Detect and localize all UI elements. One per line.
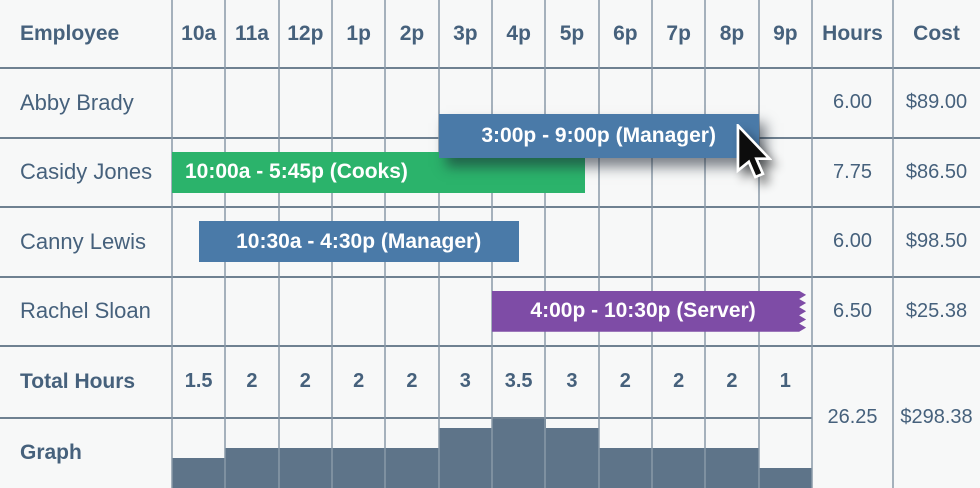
shift-canny-manager[interactable]: 10:30a - 4:30p (Manager): [198, 221, 519, 263]
total-hours-value: 3: [459, 370, 471, 393]
header-time-3p: 3p: [453, 22, 478, 45]
column-divider: [544, 0, 547, 488]
header-time-4p: 4p: [506, 22, 531, 45]
header-time-8p: 8p: [719, 22, 745, 45]
total-hours-value: 1.5: [184, 370, 213, 393]
total-hours-value: 2: [619, 370, 631, 393]
total-hours-value: 2: [673, 370, 685, 393]
schedule-cell[interactable]: [225, 68, 278, 138]
graph-bar-11a: [225, 448, 280, 488]
column-divider: [811, 0, 813, 488]
employee-name: Canny Lewis: [20, 228, 146, 254]
schedule-cell[interactable]: [385, 277, 438, 347]
schedule-cell[interactable]: [385, 68, 438, 138]
schedule-cell[interactable]: [705, 207, 758, 277]
total-hours-value: 2: [246, 370, 258, 393]
header-time-6p: 6p: [613, 22, 638, 45]
header-time-11a: 11a: [235, 22, 269, 45]
header-time-9p: 9p: [773, 22, 798, 45]
graph-bar-2p: [385, 448, 440, 488]
graph-bar-9p: [758, 468, 813, 488]
graph-bar-12p: [278, 448, 333, 488]
schedule-cell[interactable]: [225, 277, 278, 347]
column-divider: [651, 0, 653, 488]
header-cost: Cost: [913, 22, 960, 45]
employee-hours: 6.00: [833, 230, 872, 253]
header-time-7p: 7p: [666, 22, 691, 45]
graph-bar-7p: [652, 448, 706, 488]
total-hours-row-label: Total Hours: [20, 369, 136, 393]
shift-abby-manager[interactable]: 3:00p - 9:00p (Manager): [438, 114, 759, 158]
graph-row-label: Graph: [20, 440, 82, 464]
grand-total-hours: 26.25: [827, 405, 878, 428]
total-hours-value: 1: [779, 370, 791, 393]
employee-cost: $89.00: [905, 91, 968, 114]
schedule-cell[interactable]: [652, 207, 705, 277]
column-divider: [704, 0, 707, 488]
employee-name: Abby Brady: [20, 89, 134, 115]
header-hours: Hours: [822, 22, 883, 45]
shift-rachel-server[interactable]: 4:00p - 10:30p (Server): [492, 291, 806, 332]
schedule-cell[interactable]: [545, 207, 598, 277]
schedule-cell[interactable]: [279, 277, 332, 347]
employee-hours: 6.00: [833, 91, 872, 114]
total-hours-value: 2: [299, 370, 311, 393]
total-hours-value: 3.5: [504, 370, 533, 393]
total-hours-value: 2: [353, 370, 365, 393]
schedule-cell[interactable]: [599, 207, 652, 277]
employee-name: Casidy Jones: [20, 159, 153, 185]
header-time-10a: 10a: [181, 22, 217, 45]
employee-cost: $25.38: [905, 299, 968, 322]
row-divider: [0, 67, 980, 69]
schedule-cell[interactable]: [332, 68, 385, 138]
graph-bar-5p: [545, 428, 600, 488]
schedule-cell[interactable]: [172, 277, 225, 347]
row-divider: [0, 416, 812, 419]
graph-bar-10a: [172, 458, 226, 488]
total-hours-value: 3: [566, 370, 578, 393]
grand-total-cost: $298.38: [900, 405, 973, 428]
header-time-1p: 1p: [346, 22, 371, 45]
column-divider: [757, 0, 760, 488]
schedule-cell[interactable]: [439, 277, 492, 347]
schedule-cell[interactable]: [759, 207, 812, 277]
graph-bar-3p: [438, 428, 493, 488]
total-hours-value: 2: [726, 370, 738, 393]
schedule-cell[interactable]: [332, 277, 385, 347]
employee-hours: 6.50: [833, 299, 872, 322]
header-employee: Employee: [20, 22, 120, 45]
employee-hours: 7.75: [833, 160, 872, 183]
row-divider: [0, 275, 980, 278]
shift-casidy-cooks[interactable]: 10:00a - 5:45p (Cooks): [172, 151, 586, 193]
schedule-cell[interactable]: [172, 68, 225, 138]
graph-bar-6p: [598, 448, 653, 488]
graph-bar-1p: [332, 448, 386, 488]
graph-bar-4p: [492, 418, 546, 488]
employee-cost: $86.50: [905, 160, 968, 183]
header-time-2p: 2p: [399, 22, 425, 45]
schedule-cell[interactable]: [279, 68, 332, 138]
row-divider: [0, 345, 980, 347]
header-time-5p: 5p: [559, 22, 585, 45]
cursor-pointer-icon: [736, 124, 772, 179]
header-time-12p: 12p: [287, 22, 324, 45]
column-divider: [597, 0, 600, 488]
graph-bar-8p: [705, 448, 760, 488]
employee-cost: $98.50: [905, 230, 968, 253]
row-divider: [0, 206, 980, 208]
column-divider: [892, 0, 894, 488]
column-divider: [171, 0, 173, 488]
total-hours-value: 2: [406, 370, 418, 393]
employee-name: Rachel Sloan: [20, 298, 151, 324]
